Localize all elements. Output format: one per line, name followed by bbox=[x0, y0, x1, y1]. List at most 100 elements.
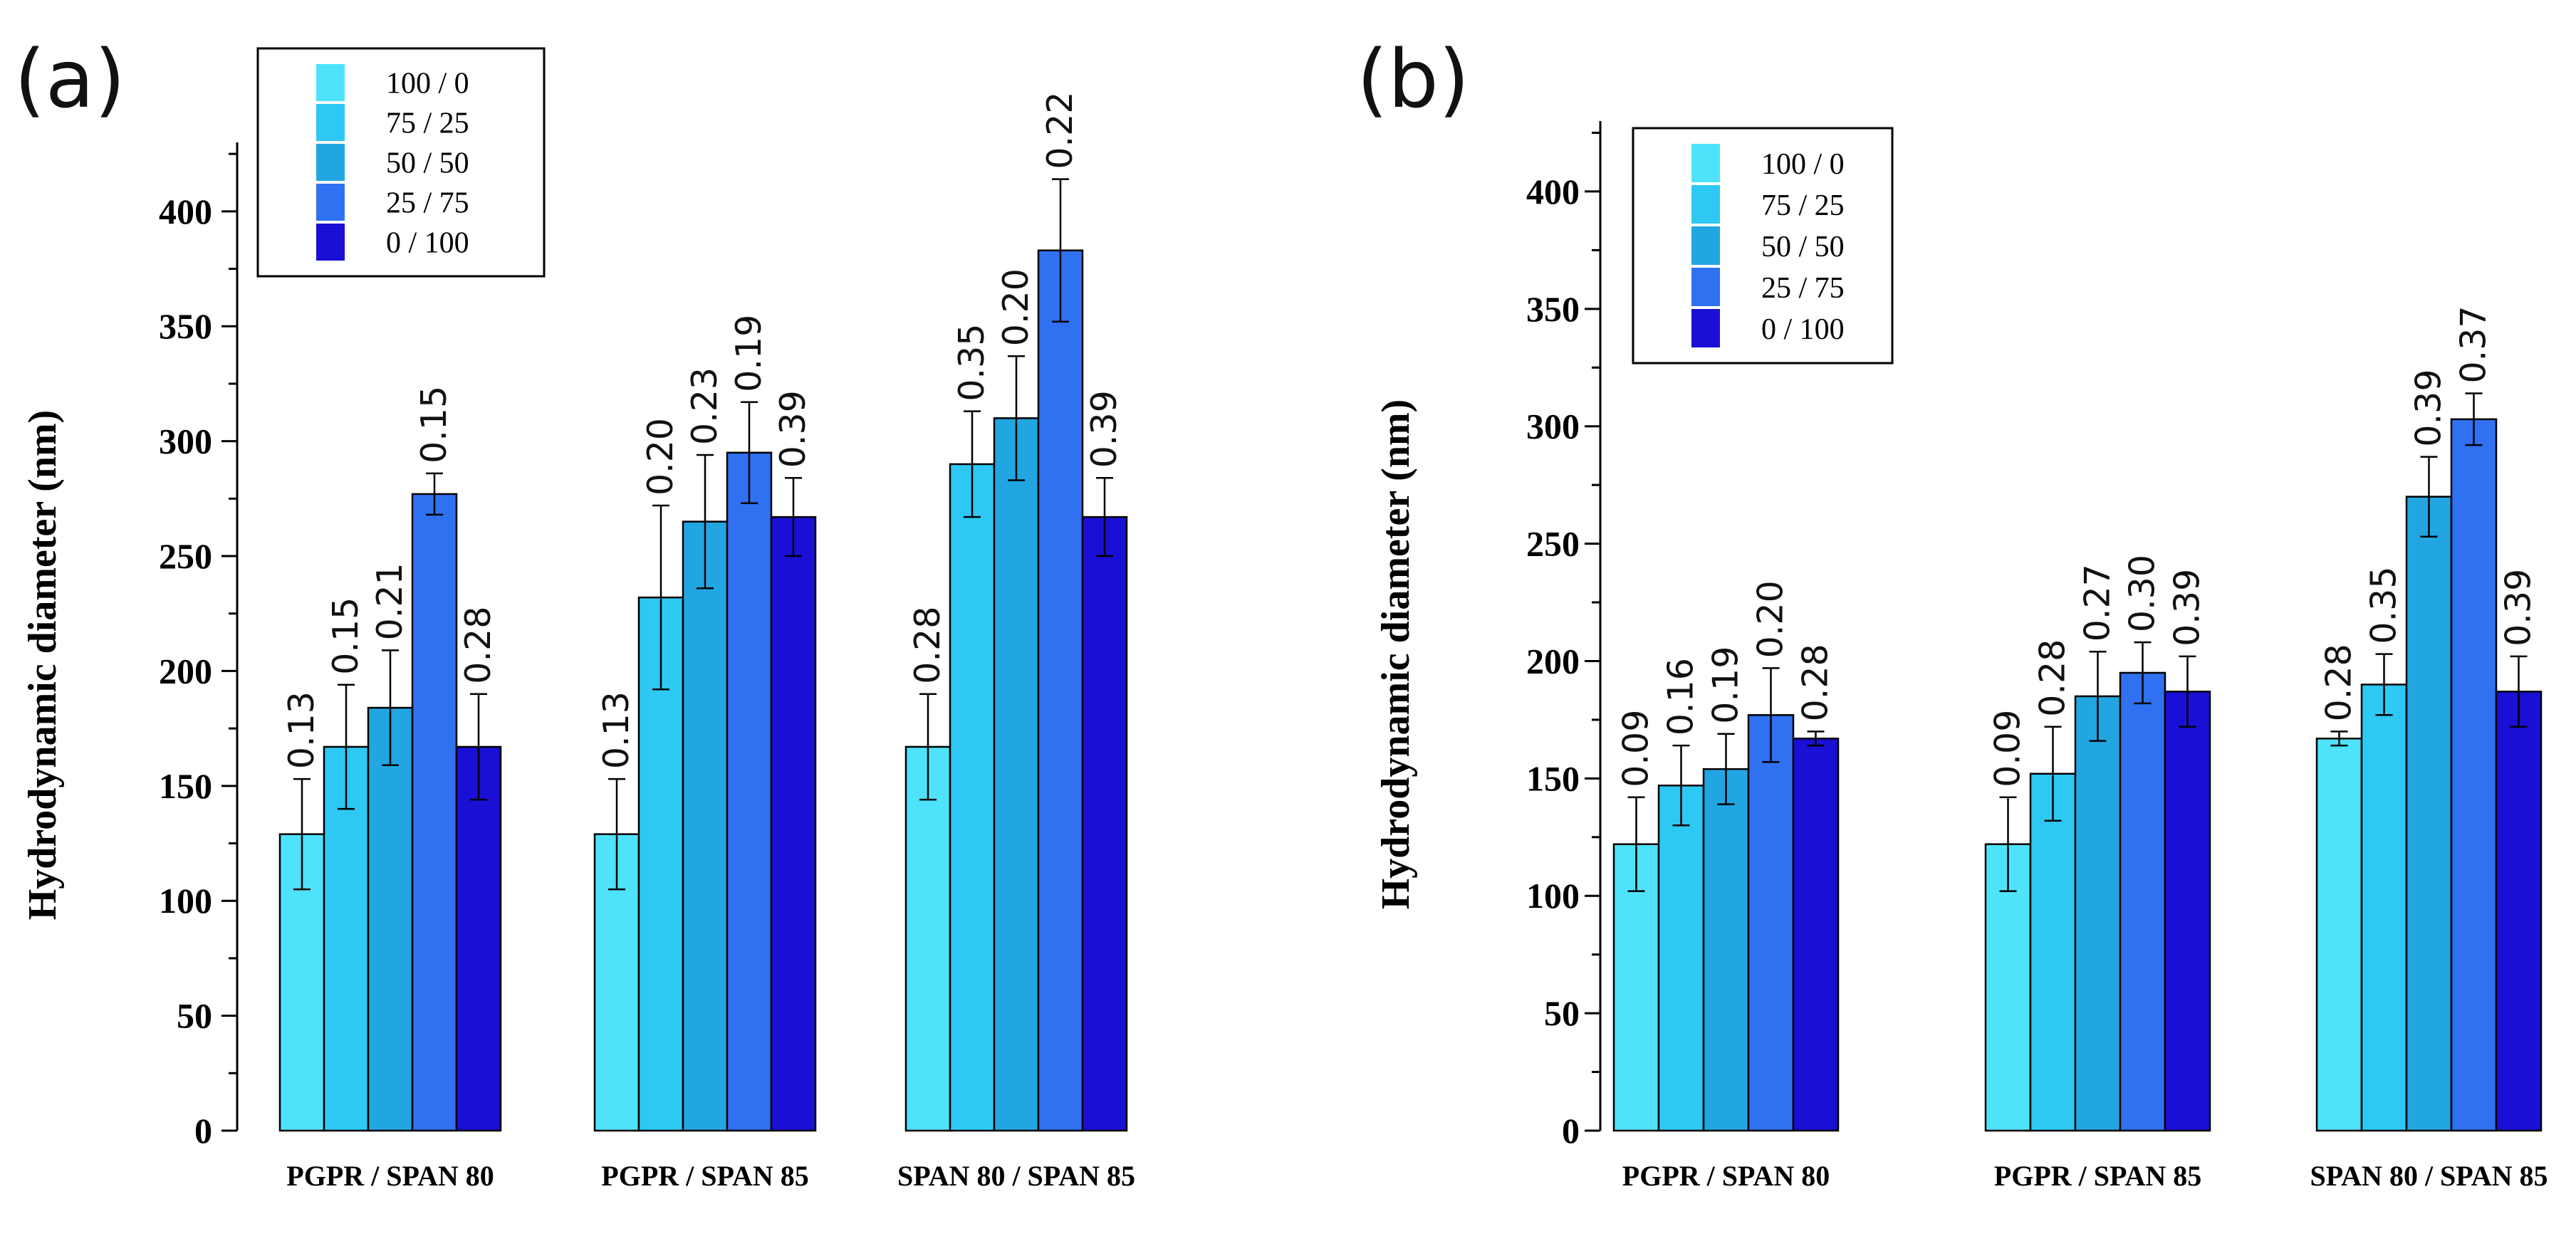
legend-box bbox=[1632, 127, 1894, 365]
bar bbox=[1792, 738, 1840, 1132]
bar bbox=[682, 520, 729, 1132]
data-label: 0.39 bbox=[773, 390, 813, 468]
y-tick-label: 400 bbox=[159, 192, 212, 231]
y-tick-label: 50 bbox=[1544, 993, 1580, 1033]
data-label: 0.20 bbox=[640, 418, 681, 496]
y-tick-label: 200 bbox=[1526, 641, 1580, 681]
y-axis-title: Hydrodynamic diameter (nm) bbox=[21, 410, 65, 921]
data-label: 0.19 bbox=[1706, 646, 1746, 724]
bar bbox=[1702, 768, 1750, 1132]
y-tick-label: 100 bbox=[1526, 876, 1580, 916]
legend-label: 0 / 100 bbox=[386, 226, 469, 259]
bar bbox=[2450, 418, 2498, 1132]
bar bbox=[367, 706, 414, 1132]
bar bbox=[2164, 691, 2211, 1132]
bar bbox=[770, 515, 817, 1132]
panel-label: (a) bbox=[14, 33, 125, 126]
legend-box bbox=[256, 47, 546, 278]
data-label: 0.13 bbox=[281, 691, 322, 769]
x-category-label: SPAN 80 / SPAN 85 bbox=[897, 1160, 1135, 1192]
y-tick-label: 250 bbox=[159, 536, 212, 576]
bar bbox=[726, 451, 773, 1132]
data-label: 0.28 bbox=[907, 607, 948, 684]
data-label: 0.20 bbox=[1751, 580, 1791, 658]
data-label: 0.39 bbox=[2167, 569, 2208, 646]
bar bbox=[411, 493, 458, 1132]
y-tick-label: 300 bbox=[1526, 407, 1580, 446]
data-label: 0.22 bbox=[1040, 92, 1080, 169]
legend-swatch bbox=[1691, 226, 1720, 265]
data-label: 0.28 bbox=[458, 607, 499, 684]
data-label: 0.09 bbox=[1988, 710, 2028, 787]
y-tick-label: 200 bbox=[159, 651, 212, 691]
legend: 100 / 0 75 / 25 50 / 50 25 / 75 0 / 100 bbox=[256, 47, 546, 278]
x-category-label: PGPR / SPAN 85 bbox=[1994, 1160, 2201, 1192]
bar bbox=[904, 745, 951, 1132]
data-label: 0.39 bbox=[2498, 569, 2539, 646]
bar bbox=[1081, 515, 1128, 1132]
y-tick-label: 400 bbox=[1526, 172, 1580, 211]
panel-label: (b) bbox=[1357, 33, 1469, 126]
bar bbox=[1037, 249, 1084, 1132]
legend-label: 100 / 0 bbox=[1761, 148, 1845, 181]
x-category-label: PGPR / SPAN 85 bbox=[601, 1160, 808, 1192]
bar bbox=[2360, 684, 2408, 1132]
data-label: 0.21 bbox=[370, 562, 410, 640]
data-label: 0.20 bbox=[996, 268, 1036, 346]
data-label: 0.09 bbox=[1616, 710, 1657, 787]
legend-label: 100 / 0 bbox=[386, 67, 469, 100]
legend-swatch bbox=[1691, 309, 1720, 347]
data-label: 0.23 bbox=[684, 367, 725, 445]
bar bbox=[1747, 714, 1795, 1132]
legend-swatch bbox=[316, 144, 345, 181]
data-label: 0.15 bbox=[325, 597, 366, 675]
legend-label: 50 / 50 bbox=[386, 147, 469, 179]
data-label: 0.30 bbox=[2122, 555, 2163, 632]
bar bbox=[993, 417, 1040, 1132]
bar bbox=[2495, 691, 2543, 1132]
legend-swatch bbox=[1691, 268, 1720, 306]
data-label: 0.39 bbox=[2409, 369, 2449, 446]
legend-swatch bbox=[316, 224, 345, 261]
data-label: 0.39 bbox=[1084, 390, 1125, 468]
legend-label: 50 / 50 bbox=[1761, 231, 1845, 263]
y-tick-label: 100 bbox=[159, 881, 212, 921]
y-tick-label: 300 bbox=[159, 421, 212, 461]
data-label: 0.35 bbox=[951, 324, 992, 402]
bar bbox=[2074, 695, 2122, 1132]
x-category-label: PGPR / SPAN 80 bbox=[1622, 1160, 1830, 1192]
data-label: 0.27 bbox=[2077, 564, 2118, 642]
legend-label: 0 / 100 bbox=[1761, 313, 1845, 346]
data-label: 0.37 bbox=[2454, 305, 2494, 383]
data-label: 0.28 bbox=[2319, 644, 2359, 721]
y-tick-label: 250 bbox=[1526, 524, 1580, 564]
y-tick-label: 150 bbox=[1526, 758, 1580, 798]
data-label: 0.28 bbox=[1795, 644, 1836, 721]
y-tick-label: 50 bbox=[177, 996, 212, 1036]
legend: 100 / 0 75 / 25 50 / 50 25 / 75 0 / 100 bbox=[1632, 127, 1894, 365]
data-label: 0.28 bbox=[2033, 639, 2073, 717]
legend-label: 75 / 25 bbox=[1761, 189, 1845, 222]
legend-swatch bbox=[1691, 144, 1720, 182]
y-tick-label: 350 bbox=[1526, 289, 1580, 329]
legend-label: 25 / 75 bbox=[1761, 272, 1845, 305]
bar bbox=[2029, 773, 2077, 1132]
bar bbox=[2405, 496, 2453, 1132]
legend-swatch bbox=[316, 104, 345, 141]
legend-swatch bbox=[316, 184, 345, 221]
bar bbox=[2119, 671, 2166, 1132]
legend-label: 25 / 75 bbox=[386, 187, 469, 219]
legend-swatch bbox=[1691, 185, 1720, 224]
bar bbox=[2315, 738, 2363, 1132]
data-label: 0.15 bbox=[414, 386, 454, 464]
data-label: 0.19 bbox=[729, 315, 769, 392]
data-label: 0.35 bbox=[2364, 566, 2404, 644]
chart-panel-a: (a) 0 50 100 150 200 250 300 350 400 Hydrodynamic … bbox=[14, 33, 1135, 1192]
x-category-label: SPAN 80 / SPAN 85 bbox=[2310, 1160, 2548, 1192]
y-tick-label: 350 bbox=[159, 306, 212, 346]
data-label: 0.13 bbox=[596, 691, 637, 769]
chart-panel-b: (b) 0 50 100 150 200 250 300 350 400 Hydrodynamic … bbox=[1357, 33, 2548, 1192]
bar bbox=[455, 745, 502, 1132]
y-tick-label: 150 bbox=[159, 766, 212, 806]
